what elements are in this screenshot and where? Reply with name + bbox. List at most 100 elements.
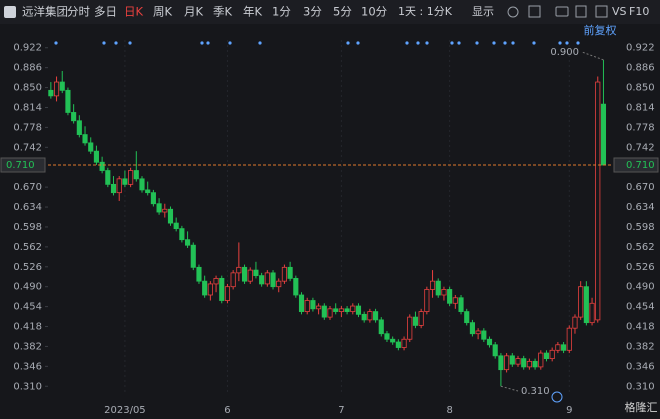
candle-body — [572, 316, 578, 329]
adjust-label[interactable]: 前复权 — [584, 23, 617, 37]
candle-body — [53, 81, 60, 97]
candle-body — [321, 305, 327, 318]
y2-tick-label: 0.922 — [626, 43, 655, 54]
toolbar-item[interactable]: VS — [612, 5, 627, 18]
candle-body — [338, 308, 344, 312]
candle-body — [236, 266, 242, 274]
y-tick-label: 0.562 — [13, 242, 42, 253]
tab[interactable]: 日K — [124, 5, 143, 19]
candle-body — [538, 352, 544, 368]
y-tick-label: 0.418 — [13, 322, 42, 333]
tab[interactable]: 周K — [153, 5, 172, 19]
y-tick-label: 0.526 — [13, 262, 42, 273]
candle-body — [395, 341, 401, 348]
candle-body — [264, 272, 270, 285]
candle-body — [122, 178, 128, 185]
candle-body — [88, 142, 94, 152]
low-label: 0.310 — [521, 386, 550, 397]
candle-body — [270, 272, 276, 288]
candle-body — [355, 305, 362, 315]
candle-body — [583, 286, 589, 324]
candle-body — [600, 103, 607, 166]
toolbar: 远洋集团 — [0, 0, 660, 24]
candle-body — [59, 81, 65, 91]
y2-tick-label: 0.886 — [626, 63, 655, 74]
candle-body — [230, 272, 236, 288]
candle-body — [145, 189, 151, 194]
checkbox-icon[interactable] — [528, 5, 541, 18]
y-tick-label: 0.922 — [13, 43, 42, 54]
tab[interactable]: 月K — [184, 5, 203, 19]
copy-icon[interactable] — [575, 5, 587, 18]
tab[interactable]: 5分 — [333, 5, 352, 19]
y2-tick-label: 0.454 — [626, 302, 655, 313]
tab[interactable]: 1分 — [272, 5, 291, 19]
candle-body — [424, 289, 430, 312]
toolbar-item[interactable]: 显示 — [472, 5, 494, 18]
watermark: 格隆汇 — [625, 400, 658, 414]
y-tick-label: 0.454 — [13, 302, 42, 313]
y2-tick-label: 0.850 — [626, 83, 655, 94]
candle-body — [247, 269, 253, 282]
candle-body — [435, 280, 441, 296]
candle-body — [76, 120, 82, 135]
event-icon[interactable] — [551, 391, 563, 403]
candle-body — [71, 112, 77, 122]
tab[interactable]: 季K — [213, 5, 232, 19]
toolbar-item[interactable]: F10 — [629, 5, 649, 18]
candle-body — [350, 305, 356, 312]
candle-body — [224, 286, 231, 301]
candle-body — [458, 297, 464, 312]
candle-body — [532, 360, 538, 368]
candle-body — [156, 203, 162, 213]
candle-body — [441, 289, 447, 296]
candle-body — [578, 286, 584, 318]
candle-body — [543, 352, 550, 360]
camera-icon[interactable] — [555, 6, 569, 17]
fullscreen-icon[interactable] — [595, 5, 608, 18]
logo-icon — [4, 6, 16, 18]
y2-tick-label: 0.418 — [626, 322, 655, 333]
y2-tick-label: 0.634 — [626, 202, 655, 213]
candle-body — [167, 208, 174, 224]
y-tick-label: 0.742 — [13, 142, 42, 153]
tab[interactable]: 年K — [243, 5, 262, 19]
candle-body — [504, 355, 510, 371]
candle-body — [276, 280, 282, 288]
last-price-box — [0, 157, 46, 173]
settings-icon[interactable] — [507, 6, 519, 18]
y2-tick-label: 0.778 — [626, 122, 655, 133]
tab[interactable]: 分时 — [67, 5, 90, 19]
candle-body — [412, 316, 419, 326]
candle-body — [595, 81, 601, 321]
candle-body — [65, 89, 71, 113]
stock-name[interactable]: 远洋集团 — [22, 5, 68, 19]
tab[interactable]: 多日 — [94, 5, 117, 19]
y2-tick-label: 0.814 — [626, 102, 655, 113]
y-tick-label: 0.490 — [13, 282, 42, 293]
candle-body — [589, 302, 595, 324]
candle-body — [128, 170, 134, 185]
y-tick-label: 0.346 — [13, 361, 42, 372]
candle-body — [447, 289, 453, 304]
toolbar-item[interactable]: 1天 : 1分K — [398, 5, 453, 18]
candle-body — [93, 150, 99, 163]
candle-body — [549, 349, 555, 360]
candle-body — [327, 308, 333, 318]
tab[interactable]: 3分 — [303, 5, 322, 19]
candle-body — [498, 355, 504, 371]
candle-body — [561, 344, 567, 351]
candle-body — [418, 311, 424, 326]
y2-tick-label: 0.598 — [626, 222, 655, 233]
candle-body — [287, 266, 293, 279]
candle-body — [304, 300, 310, 312]
y-tick-label: 0.886 — [13, 63, 42, 74]
event-dots — [54, 41, 580, 45]
candle-body — [259, 275, 265, 285]
y-tick-label: 0.310 — [13, 381, 42, 392]
tab[interactable]: 10分 — [361, 5, 388, 19]
candle-body — [150, 192, 156, 205]
candle-body — [407, 316, 413, 340]
